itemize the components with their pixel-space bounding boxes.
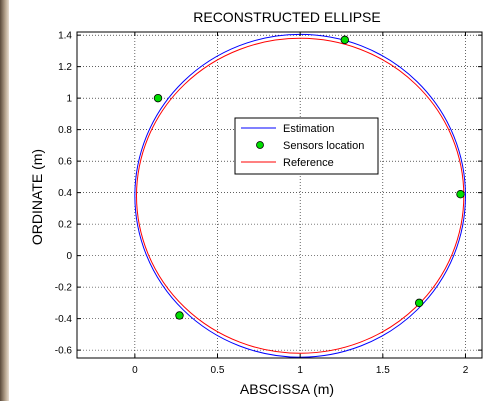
legend-label-estimation: Estimation	[283, 123, 334, 135]
y-tick-label: 0.4	[58, 188, 72, 199]
y-tick-label: 0.6	[58, 157, 72, 168]
window-edge	[0, 0, 9, 401]
sensor-point	[414, 298, 424, 308]
y-tick-label: -0.6	[55, 346, 73, 357]
sensor-point	[340, 35, 349, 45]
x-tick-label: 1.5	[376, 365, 390, 376]
y-tick-label: 0.2	[58, 220, 72, 231]
x-tick-label: 2	[463, 365, 469, 376]
sensor-point	[175, 311, 184, 320]
y-tick-label: 1	[66, 94, 72, 105]
y-axis-label: ORDINATE (m)	[29, 149, 45, 245]
y-tick-label: -0.2	[55, 283, 73, 294]
axis-ticks: 0 0.5 1 1.5 2 -0.6 -0.4 -0.2 0 0.2 0.4 0.6 0.8 1 1.2 1.…	[55, 31, 482, 376]
legend: Estimation Sensors location Reference	[234, 117, 379, 175]
sensor-point	[456, 190, 465, 199]
sensor-point	[153, 93, 163, 103]
y-tick-label: 0.8	[58, 125, 72, 136]
x-tick-label: 1	[297, 365, 303, 376]
chart-title: RECONSTRUCTED ELLIPSE	[193, 9, 380, 25]
x-tick-label: 0.5	[211, 365, 225, 376]
x-tick-label: 0	[132, 365, 138, 376]
legend-label-reference: Reference	[283, 157, 334, 169]
y-tick-label: 1.4	[58, 31, 72, 42]
x-axis-label: ABSCISSA (m)	[240, 381, 334, 397]
y-tick-label: 1.2	[58, 62, 72, 73]
y-tick-label: 0	[66, 251, 72, 262]
reference-ellipse	[136, 37, 465, 354]
grid	[77, 32, 482, 358]
y-tick-label: -0.4	[55, 314, 73, 325]
legend-label-sensors: Sensors location	[283, 140, 364, 152]
legend-swatch-sensors	[256, 141, 264, 149]
plot-frame	[76, 31, 483, 359]
